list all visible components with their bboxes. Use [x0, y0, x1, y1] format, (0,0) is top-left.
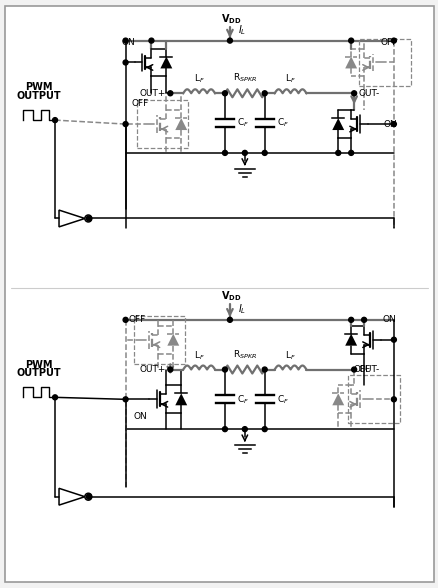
Circle shape [222, 151, 227, 155]
Circle shape [348, 151, 353, 155]
Text: L$_F$: L$_F$ [193, 73, 204, 85]
Polygon shape [160, 56, 172, 68]
Text: L$_F$: L$_F$ [284, 73, 295, 85]
Text: C$_F$: C$_F$ [276, 393, 288, 406]
Text: OUTPUT: OUTPUT [17, 91, 61, 101]
Circle shape [86, 216, 91, 221]
Circle shape [167, 367, 173, 372]
Circle shape [391, 38, 396, 43]
Circle shape [261, 427, 267, 432]
Circle shape [123, 122, 128, 126]
Circle shape [222, 367, 227, 372]
Text: C$_F$: C$_F$ [276, 117, 288, 129]
Circle shape [348, 318, 353, 322]
Circle shape [123, 38, 128, 43]
Circle shape [351, 367, 356, 372]
Text: ON: ON [382, 119, 396, 129]
Text: ON: ON [133, 412, 147, 421]
Text: OUT+: OUT+ [140, 89, 166, 98]
Text: C$_F$: C$_F$ [237, 393, 248, 406]
Text: V$_\mathregular{DD}$: V$_\mathregular{DD}$ [220, 289, 240, 303]
Text: PWM: PWM [25, 359, 53, 369]
Circle shape [123, 397, 128, 402]
Text: C$_F$: C$_F$ [237, 117, 248, 129]
Polygon shape [175, 393, 187, 405]
Polygon shape [167, 334, 179, 346]
Circle shape [167, 91, 173, 96]
Text: OUT-: OUT- [357, 89, 378, 98]
Polygon shape [344, 56, 356, 68]
Circle shape [351, 91, 356, 96]
Circle shape [261, 151, 267, 155]
Circle shape [242, 427, 247, 432]
Circle shape [123, 60, 128, 65]
Text: OUT+: OUT+ [140, 365, 166, 374]
Text: V$_\mathregular{DD}$: V$_\mathregular{DD}$ [220, 12, 240, 26]
Text: I$_L$: I$_L$ [237, 302, 246, 316]
Circle shape [261, 367, 267, 372]
Circle shape [391, 397, 396, 402]
Text: OFF: OFF [353, 365, 370, 373]
Circle shape [53, 118, 57, 122]
Text: L$_F$: L$_F$ [284, 349, 295, 362]
Circle shape [123, 318, 128, 322]
Text: PWM: PWM [25, 82, 53, 92]
Circle shape [261, 91, 267, 96]
Circle shape [361, 318, 366, 322]
Circle shape [222, 91, 227, 96]
Text: R$_{SPKR}$: R$_{SPKR}$ [232, 72, 256, 84]
Text: I$_L$: I$_L$ [237, 23, 246, 36]
Circle shape [242, 151, 247, 155]
Polygon shape [332, 118, 343, 130]
Polygon shape [344, 334, 356, 346]
Circle shape [86, 495, 91, 499]
Circle shape [227, 38, 232, 43]
Text: OFF: OFF [129, 315, 146, 324]
Text: ON: ON [381, 315, 395, 324]
Circle shape [335, 151, 340, 155]
Text: ON: ON [121, 38, 135, 46]
Text: OFF: OFF [379, 38, 397, 46]
Circle shape [222, 427, 227, 432]
Text: OUT-: OUT- [357, 365, 378, 374]
Circle shape [227, 318, 232, 322]
Polygon shape [332, 393, 343, 405]
Circle shape [148, 38, 154, 43]
Circle shape [348, 38, 353, 43]
Circle shape [391, 338, 396, 342]
Text: L$_F$: L$_F$ [193, 349, 204, 362]
Circle shape [391, 122, 396, 126]
FancyBboxPatch shape [5, 6, 433, 582]
Circle shape [53, 395, 57, 400]
Polygon shape [175, 118, 187, 130]
Text: R$_{SPKR}$: R$_{SPKR}$ [232, 348, 256, 360]
Text: OUTPUT: OUTPUT [17, 369, 61, 379]
Text: OFF: OFF [131, 99, 149, 108]
